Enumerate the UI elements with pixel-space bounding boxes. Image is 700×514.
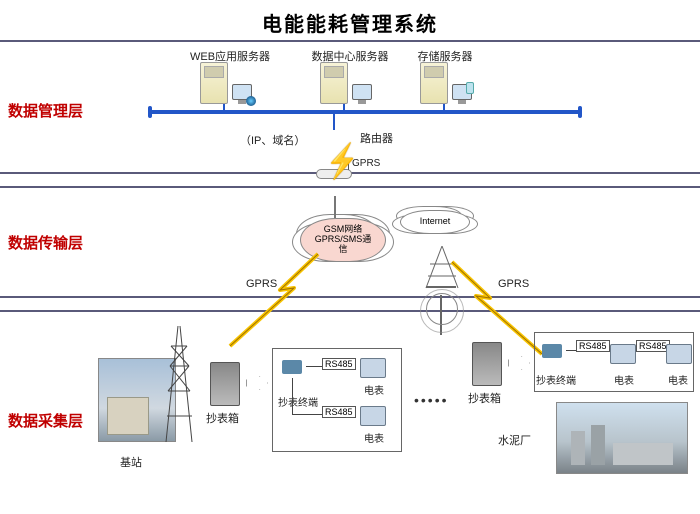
divider — [0, 40, 700, 42]
meter-box-label: 抄表箱 — [206, 410, 239, 426]
divider — [0, 186, 700, 188]
layer-label-transmission: 数据传输层 — [8, 232, 83, 253]
monitor-icon — [452, 84, 472, 104]
server-icon — [420, 62, 448, 104]
layer-label-acquisition: 数据采集层 — [8, 410, 83, 431]
monitor-icon — [232, 84, 252, 104]
meter-box-label: 抄表箱 — [468, 390, 501, 406]
bus-end — [148, 106, 152, 118]
server-storage — [420, 62, 472, 104]
meter-label: 电表 — [364, 430, 384, 445]
server-datacenter — [320, 62, 372, 104]
rs485-tag: RS485 — [576, 340, 610, 352]
cloud-internet: Internet — [400, 210, 470, 234]
meter-icon — [360, 406, 386, 426]
terminal-icon — [282, 360, 302, 374]
divider — [0, 310, 700, 312]
base-station-label: 基站 — [120, 454, 142, 470]
gprs-label: GPRS — [352, 158, 380, 169]
terminal-label: 抄表终端 — [536, 372, 576, 387]
meter-box-icon — [472, 342, 502, 386]
meter-icon — [666, 344, 692, 364]
server-icon — [320, 62, 348, 104]
globe-icon — [246, 96, 256, 106]
rs485-tag: RS485 — [322, 406, 356, 418]
meter-box-icon — [210, 362, 240, 406]
lightning-link-left — [200, 250, 330, 350]
divider — [0, 296, 700, 298]
arrow-right-icon — [246, 376, 268, 390]
meter-icon — [360, 358, 386, 378]
rs485-tag: RS485 — [636, 340, 670, 352]
page-title: 电能能耗管理系统 — [0, 0, 700, 37]
terminal-label: 抄表终端 — [278, 394, 318, 409]
disk-icon — [466, 82, 474, 94]
rs485-tag: RS485 — [322, 358, 356, 370]
cement-plant-photo — [556, 402, 688, 474]
network-bus — [150, 110, 580, 114]
server-web — [200, 62, 252, 104]
ellipsis: ••••• — [414, 392, 449, 408]
server-icon — [200, 62, 228, 104]
meter-label: 电表 — [614, 372, 634, 387]
monitor-icon — [352, 84, 372, 104]
gprs-label: GPRS — [498, 278, 529, 290]
router-ipdomain-label: （IP、域名） — [240, 132, 305, 148]
router-label: 路由器 — [360, 130, 393, 146]
wire — [292, 378, 293, 414]
cement-plant-label: 水泥厂 — [498, 432, 531, 448]
terminal-icon — [542, 344, 562, 358]
lattice-tower-icon — [162, 326, 196, 444]
cell-tower-icon — [440, 295, 442, 335]
layer-label-management: 数据管理层 — [8, 100, 83, 121]
meter-label: 电表 — [364, 382, 384, 397]
arrow-right-icon — [508, 356, 530, 370]
meter-icon — [610, 344, 636, 364]
bus-end — [578, 106, 582, 118]
connector — [333, 112, 335, 130]
gprs-label: GPRS — [246, 278, 277, 290]
meter-label: 电表 — [668, 372, 688, 387]
connector — [334, 196, 336, 218]
